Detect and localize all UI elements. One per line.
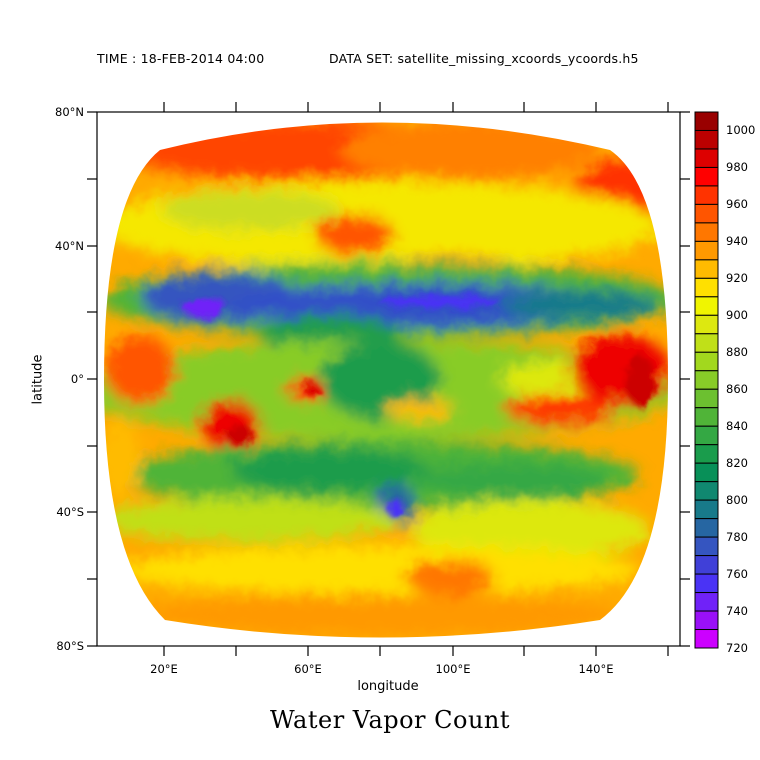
chart-title: Water Vapor Count: [269, 706, 511, 734]
colorbar-label: 860: [726, 382, 748, 397]
colorbar-label: 740: [726, 604, 748, 619]
colorbar-label: 940: [726, 234, 748, 249]
y-axis-ticks-left: [87, 111, 97, 647]
colorbar-label: 800: [726, 493, 748, 508]
colorbar-label: 920: [726, 271, 748, 286]
x-axis-ticks-top: [163, 102, 669, 112]
colorbar-bin: [694, 407, 719, 427]
colorbar-label: 780: [726, 530, 748, 545]
colorbar-bin: [694, 351, 719, 372]
colorbar-label: 820: [726, 456, 748, 471]
x-tick-label: 60°E: [294, 662, 322, 676]
time-label: TIME : 18-FEB-2014 04:00: [97, 51, 265, 66]
colorbar-bin: [694, 499, 719, 520]
colorbar-bin: [694, 462, 719, 483]
colorbar-bin: [694, 555, 719, 575]
colorbar-bin: [694, 166, 719, 187]
colorbar-bin: [694, 203, 719, 224]
x-axis-ticks-bottom: [163, 646, 669, 656]
y-tick-label: 40°N: [55, 239, 84, 253]
colorbar-bin: [694, 518, 719, 538]
colorbar-bin: [694, 370, 719, 390]
colorbar-bin: [694, 481, 719, 501]
colorbar-bin: [694, 610, 719, 631]
water-vapor-field: [104, 122, 668, 638]
y-axis-ticks-right: [680, 111, 690, 647]
colorbar-bin: [694, 111, 719, 131]
colorbar-label: 760: [726, 567, 748, 582]
colorbar-bin: [694, 629, 719, 649]
dataset-label: DATA SET: satellite_missing_xcoords_ycoo…: [329, 51, 639, 66]
y-tick-label: 80°S: [56, 639, 84, 653]
colorbar-label: 900: [726, 308, 748, 323]
colorbar-bin: [694, 240, 719, 261]
colorbar: [694, 111, 719, 649]
colorbar-bin: [694, 185, 719, 205]
colorbar-bin: [694, 536, 719, 557]
y-tick-label: 40°S: [56, 505, 84, 519]
y-tick-label: 80°N: [55, 105, 84, 119]
colorbar-label: 880: [726, 345, 748, 360]
x-tick-label: 100°E: [435, 662, 471, 676]
colorbar-bin: [694, 573, 719, 594]
colorbar-bin: [694, 296, 719, 316]
colorbar-bin: [694, 148, 719, 168]
x-tick-label: 20°E: [150, 662, 178, 676]
x-tick-label: 140°E: [578, 662, 614, 676]
colorbar-label: 980: [726, 160, 748, 175]
y-axis-title: latitude: [30, 354, 46, 405]
colorbar-bin: [694, 592, 719, 612]
x-axis-title: longitude: [357, 679, 419, 694]
colorbar-label: 720: [726, 641, 748, 655]
colorbar-bin: [694, 388, 719, 409]
colorbar-bin: [694, 314, 719, 335]
y-tick-label: 0°: [70, 372, 84, 386]
colorbar-bin: [694, 425, 719, 446]
colorbar-bin: [694, 222, 719, 242]
colorbar-bin: [694, 444, 719, 464]
colorbar-bin: [694, 333, 719, 353]
colorbar-bin: [694, 277, 719, 298]
colorbar-bin: [694, 259, 719, 279]
colorbar-bin: [694, 129, 719, 150]
colorbar-label: 840: [726, 419, 748, 434]
colorbar-label: 1000: [726, 123, 756, 138]
colorbar-label: 960: [726, 197, 748, 212]
